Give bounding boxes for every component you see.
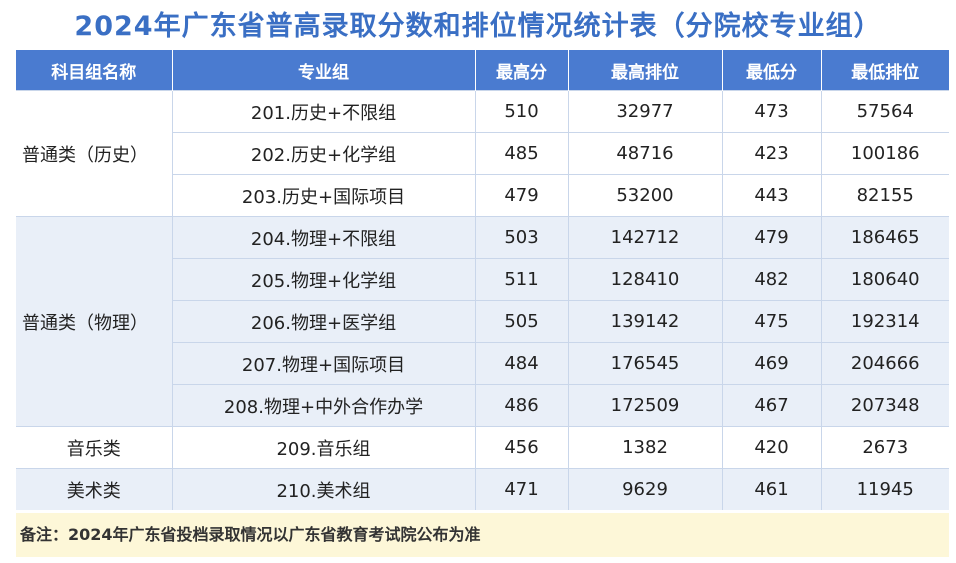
table-row: 普通类（物理） 204.物理+不限组 503 142712 479 186465 — [16, 216, 949, 427]
table-row: 普通类（历史） 201.历史+不限组 510 32977 473 57564 — [16, 90, 949, 217]
major-cell: 203.历史+国际项目 — [172, 174, 476, 217]
table-row: 美术类 210.美术组 471 9629 461 11945 — [16, 468, 949, 510]
admission-table: 科目组名称 专业组 最高分 最高排位 最低分 最低排位 普通类（历史） 201.… — [16, 50, 949, 510]
major-cell: 201.历史+不限组 — [172, 90, 476, 133]
major-cell: 210.美术组 — [172, 468, 476, 510]
min-rank-cell: 207348 — [821, 384, 949, 427]
min-score-cell: 443 — [722, 174, 822, 217]
min-score-cell: 475 — [722, 300, 822, 343]
major-cell: 209.音乐组 — [172, 426, 476, 469]
category-cell: 普通类（物理） — [16, 216, 173, 427]
min-score-cell: 469 — [722, 342, 822, 385]
max-rank-cell: 172509 — [568, 384, 723, 427]
max-score-cell: 486 — [475, 384, 569, 427]
max-rank-cell: 48716 — [568, 132, 723, 175]
column-header-max-rank: 最高排位 — [568, 50, 723, 91]
column-header-min-score: 最低分 — [722, 50, 822, 91]
min-score-cell: 467 — [722, 384, 822, 427]
max-score-cell: 471 — [475, 468, 569, 510]
column-header-major-group: 专业组 — [172, 50, 476, 91]
max-score-cell: 505 — [475, 300, 569, 343]
major-cell: 202.历史+化学组 — [172, 132, 476, 175]
min-rank-cell: 180640 — [821, 258, 949, 301]
table-row: 203.历史+国际项目 479 53200 443 82155 — [16, 174, 949, 217]
table-header-row: 科目组名称 专业组 最高分 最高排位 最低分 最低排位 — [16, 50, 949, 91]
max-score-cell: 484 — [475, 342, 569, 385]
major-cell: 207.物理+国际项目 — [172, 342, 476, 385]
column-header-min-rank: 最低排位 — [821, 50, 949, 91]
max-score-cell: 485 — [475, 132, 569, 175]
max-rank-cell: 142712 — [568, 216, 723, 259]
max-rank-cell: 176545 — [568, 342, 723, 385]
max-score-cell: 479 — [475, 174, 569, 217]
min-rank-cell: 11945 — [821, 468, 949, 510]
min-score-cell: 423 — [722, 132, 822, 175]
category-cell: 美术类 — [16, 468, 173, 510]
min-rank-cell: 57564 — [821, 90, 949, 133]
min-rank-cell: 204666 — [821, 342, 949, 385]
column-header-max-score: 最高分 — [475, 50, 569, 91]
min-score-cell: 473 — [722, 90, 822, 133]
min-score-cell: 482 — [722, 258, 822, 301]
max-rank-cell: 1382 — [568, 426, 723, 469]
max-score-cell: 456 — [475, 426, 569, 469]
column-header-category: 科目组名称 — [16, 50, 173, 91]
major-cell: 206.物理+医学组 — [172, 300, 476, 343]
table-row: 205.物理+化学组 511 128410 482 180640 — [16, 258, 949, 301]
table-row: 202.历史+化学组 485 48716 423 100186 — [16, 132, 949, 175]
category-cell: 普通类（历史） — [16, 90, 173, 217]
max-rank-cell: 139142 — [568, 300, 723, 343]
max-score-cell: 510 — [475, 90, 569, 133]
major-cell: 204.物理+不限组 — [172, 216, 476, 259]
page-title: 2024年广东省普高录取分数和排位情况统计表（分院校专业组） — [74, 11, 882, 42]
table-row: 208.物理+中外合作办学 486 172509 467 207348 — [16, 384, 949, 427]
table-row: 音乐类 209.音乐组 456 1382 420 2673 — [16, 426, 949, 469]
min-score-cell: 461 — [722, 468, 822, 510]
table-body: 普通类（历史） 201.历史+不限组 510 32977 473 57564 2… — [16, 90, 949, 510]
table-row: 206.物理+医学组 505 139142 475 192314 — [16, 300, 949, 343]
min-rank-cell: 186465 — [821, 216, 949, 259]
category-cell: 音乐类 — [16, 426, 173, 469]
max-rank-cell: 32977 — [568, 90, 723, 133]
max-score-cell: 511 — [475, 258, 569, 301]
table-row: 207.物理+国际项目 484 176545 469 204666 — [16, 342, 949, 385]
min-rank-cell: 100186 — [821, 132, 949, 175]
max-rank-cell: 128410 — [568, 258, 723, 301]
major-cell: 208.物理+中外合作办学 — [172, 384, 476, 427]
min-rank-cell: 192314 — [821, 300, 949, 343]
min-rank-cell: 82155 — [821, 174, 949, 217]
min-rank-cell: 2673 — [821, 426, 949, 469]
max-rank-cell: 53200 — [568, 174, 723, 217]
footnote: 备注：2024年广东省投档录取情况以广东省教育考试院公布为准 — [16, 513, 949, 557]
max-score-cell: 503 — [475, 216, 569, 259]
max-rank-cell: 9629 — [568, 468, 723, 510]
min-score-cell: 420 — [722, 426, 822, 469]
major-cell: 205.物理+化学组 — [172, 258, 476, 301]
min-score-cell: 479 — [722, 216, 822, 259]
